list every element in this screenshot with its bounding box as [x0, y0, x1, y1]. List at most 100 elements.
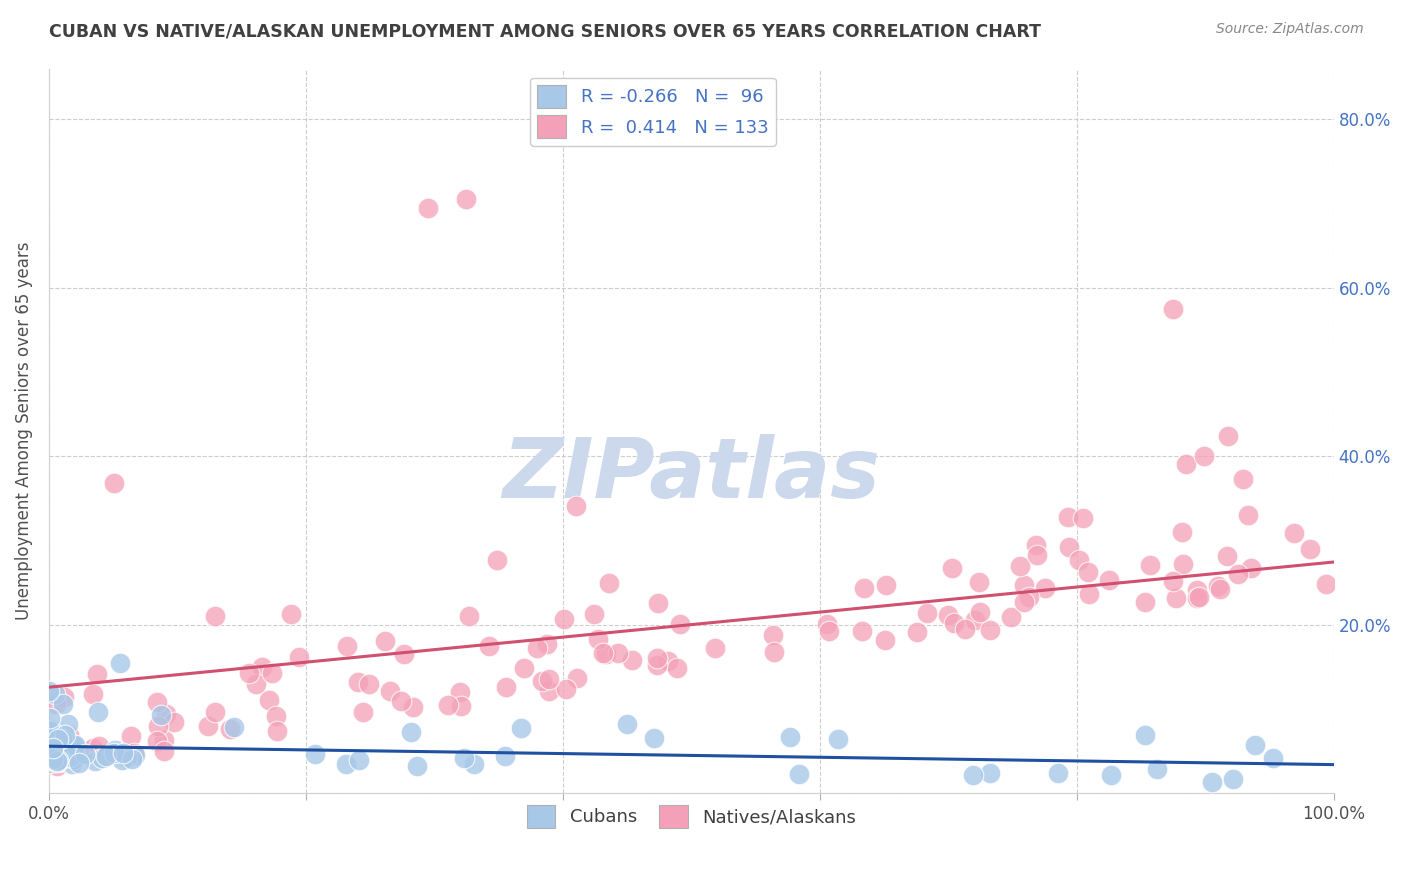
- Point: [917, 606, 939, 620]
- Point: [45, 756, 67, 770]
- Point: [463, 756, 485, 771]
- Point: [1069, 553, 1091, 567]
- Point: [46, 759, 69, 773]
- Point: [588, 632, 610, 646]
- Point: [1012, 578, 1035, 592]
- Point: [657, 654, 679, 668]
- Point: [38, 750, 60, 764]
- Point: [392, 647, 415, 661]
- Point: [1187, 582, 1209, 597]
- Point: [1161, 574, 1184, 588]
- Point: [669, 617, 692, 632]
- Point: [41, 746, 63, 760]
- Point: [1046, 766, 1069, 780]
- Point: [39, 711, 62, 725]
- Point: [1012, 595, 1035, 609]
- Point: [114, 747, 136, 762]
- Point: [104, 743, 127, 757]
- Point: [495, 680, 517, 694]
- Point: [46, 754, 69, 768]
- Point: [45, 698, 67, 712]
- Point: [1133, 595, 1156, 609]
- Point: [65, 738, 87, 752]
- Point: [665, 661, 688, 675]
- Point: [245, 677, 267, 691]
- Point: [1188, 590, 1211, 604]
- Point: [115, 748, 138, 763]
- Point: [979, 765, 1001, 780]
- Point: [90, 751, 112, 765]
- Point: [94, 749, 117, 764]
- Point: [259, 692, 281, 706]
- Point: [1099, 768, 1122, 782]
- Point: [853, 581, 876, 595]
- Point: [598, 575, 620, 590]
- Point: [1146, 763, 1168, 777]
- Point: [1315, 576, 1337, 591]
- Point: [389, 694, 412, 708]
- Point: [346, 674, 368, 689]
- Point: [1236, 508, 1258, 522]
- Point: [969, 605, 991, 619]
- Point: [38, 723, 60, 738]
- Point: [703, 641, 725, 656]
- Point: [565, 671, 588, 685]
- Point: [357, 677, 380, 691]
- Point: [153, 733, 176, 747]
- Point: [41, 741, 63, 756]
- Point: [145, 695, 167, 709]
- Point: [582, 607, 605, 622]
- Point: [46, 747, 69, 761]
- Point: [65, 749, 87, 764]
- Point: [1133, 728, 1156, 742]
- Point: [42, 736, 65, 750]
- Point: [530, 674, 553, 689]
- Point: [905, 625, 928, 640]
- Point: [762, 627, 785, 641]
- Point: [1226, 567, 1249, 582]
- Point: [1218, 429, 1240, 443]
- Point: [38, 750, 60, 764]
- Point: [1073, 511, 1095, 525]
- Point: [1025, 538, 1047, 552]
- Point: [645, 651, 668, 665]
- Point: [44, 687, 66, 701]
- Point: [53, 732, 76, 747]
- Point: [38, 738, 60, 752]
- Text: Source: ZipAtlas.com: Source: ZipAtlas.com: [1216, 22, 1364, 37]
- Point: [962, 767, 984, 781]
- Point: [1232, 472, 1254, 486]
- Point: [1299, 542, 1322, 557]
- Point: [46, 729, 69, 743]
- Point: [457, 609, 479, 624]
- Point: [763, 645, 786, 659]
- Point: [335, 756, 357, 771]
- Point: [643, 731, 665, 745]
- Point: [280, 607, 302, 621]
- Point: [1201, 775, 1223, 789]
- Point: [46, 755, 69, 769]
- Point: [967, 574, 990, 589]
- Point: [150, 707, 173, 722]
- Point: [48, 752, 70, 766]
- Point: [965, 613, 987, 627]
- Point: [38, 752, 60, 766]
- Point: [941, 561, 963, 575]
- Point: [63, 752, 86, 766]
- Point: [620, 652, 643, 666]
- Point: [416, 201, 439, 215]
- Point: [453, 750, 475, 764]
- Point: [647, 596, 669, 610]
- Point: [52, 730, 75, 744]
- Point: [1282, 525, 1305, 540]
- Point: [1018, 591, 1040, 605]
- Point: [1000, 610, 1022, 624]
- Point: [111, 753, 134, 767]
- Point: [204, 705, 226, 719]
- Point: [38, 684, 60, 698]
- Point: [1174, 457, 1197, 471]
- Text: CUBAN VS NATIVE/ALASKAN UNEMPLOYMENT AMONG SENIORS OVER 65 YEARS CORRELATION CHA: CUBAN VS NATIVE/ALASKAN UNEMPLOYMENT AMO…: [49, 22, 1042, 40]
- Point: [1171, 557, 1194, 571]
- Point: [48, 754, 70, 768]
- Point: [42, 747, 65, 761]
